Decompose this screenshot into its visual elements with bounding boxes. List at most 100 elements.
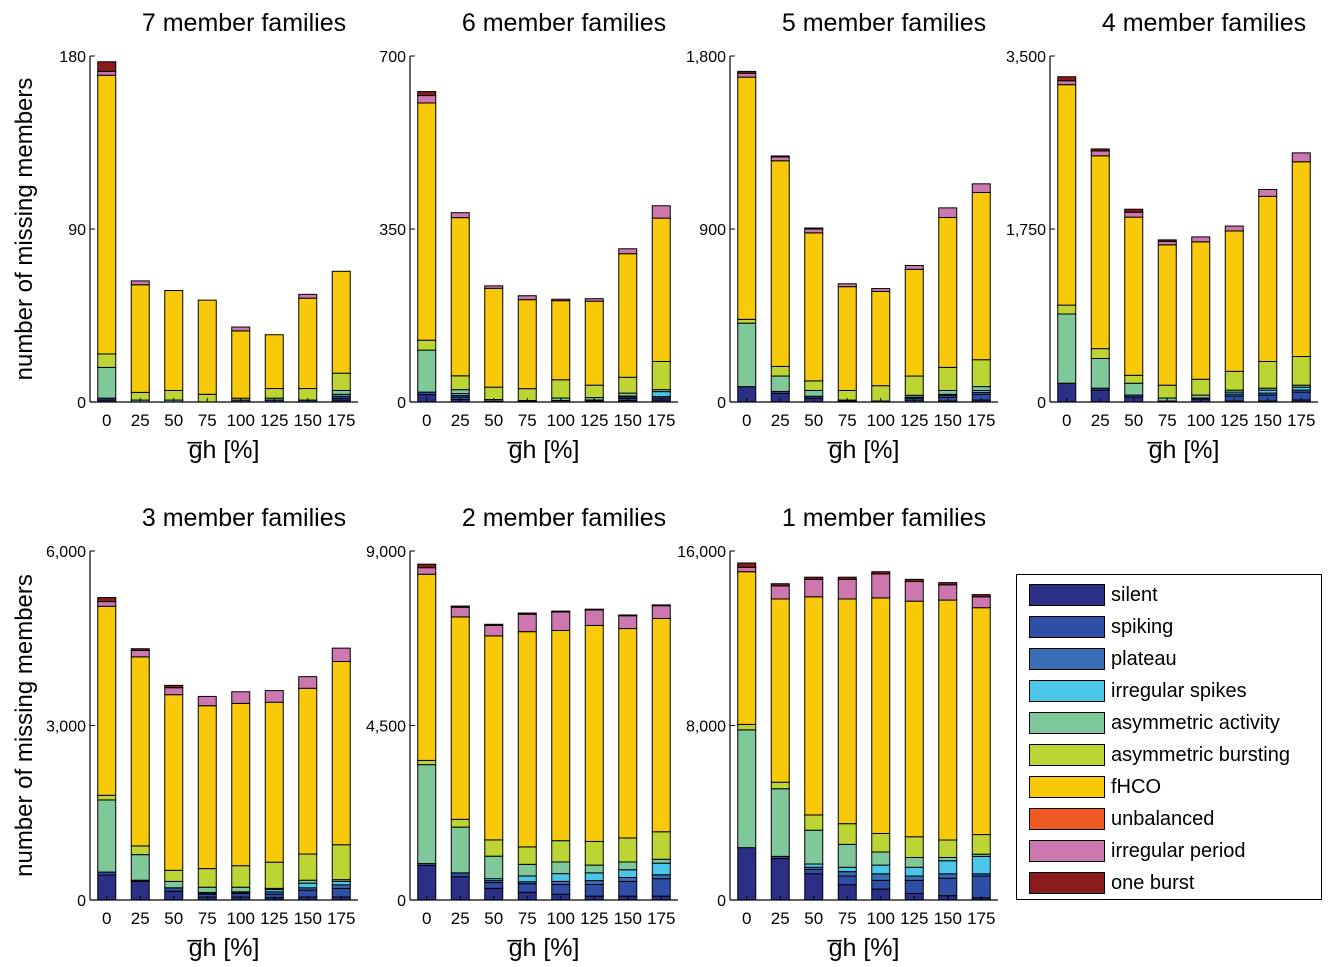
bar-segment bbox=[450, 212, 470, 219]
bar-segment bbox=[938, 873, 958, 879]
x-tick-label: 75 bbox=[198, 411, 217, 430]
x-tick-label: 0 bbox=[422, 411, 431, 430]
bar-segment bbox=[804, 228, 824, 234]
x-tick-label: 0 bbox=[102, 411, 111, 430]
bar-segment bbox=[417, 349, 437, 393]
bar-segment bbox=[130, 648, 150, 651]
y-tick-label: 3,500 bbox=[1006, 49, 1046, 66]
bar-segment bbox=[618, 837, 638, 863]
bar-segment bbox=[97, 597, 117, 603]
legend-swatch bbox=[1029, 616, 1105, 638]
bar-segment bbox=[417, 759, 437, 766]
bar-segment bbox=[837, 576, 857, 580]
x-axis-label: g̅h [%] bbox=[827, 436, 900, 464]
bar-segment bbox=[1090, 148, 1110, 152]
x-tick-label: 25 bbox=[451, 411, 470, 430]
bar-segment bbox=[1090, 150, 1110, 157]
x-axis-label: g̅h [%] bbox=[507, 436, 580, 464]
bar-segment bbox=[264, 388, 284, 399]
bar-segment bbox=[737, 723, 757, 731]
bar-segment bbox=[517, 299, 537, 390]
x-tick-label: 75 bbox=[838, 411, 857, 430]
bar-segment bbox=[1224, 370, 1244, 391]
bar-segment bbox=[737, 70, 757, 74]
bar-segment bbox=[1057, 313, 1077, 384]
bar-segment bbox=[450, 606, 470, 618]
bar-segment bbox=[1124, 216, 1144, 376]
bar-segment bbox=[164, 887, 184, 892]
bar-segment bbox=[904, 375, 924, 396]
bar-segment bbox=[618, 376, 638, 394]
x-tick-label: 50 bbox=[804, 909, 823, 928]
bar-segment bbox=[97, 61, 117, 72]
bar-segment bbox=[651, 858, 671, 864]
bar-segment bbox=[938, 599, 958, 841]
bar-segment bbox=[938, 584, 958, 601]
y-tick-label: 1,800 bbox=[686, 49, 726, 66]
bar-segment bbox=[971, 596, 991, 609]
bar-segment bbox=[97, 799, 117, 873]
bar-segment bbox=[1191, 236, 1211, 243]
x-tick-label: 25 bbox=[451, 909, 470, 928]
bar-segment bbox=[164, 869, 184, 882]
x-tick-label: 125 bbox=[260, 411, 288, 430]
bar-segment bbox=[97, 366, 117, 399]
x-tick-label: 100 bbox=[547, 909, 575, 928]
x-tick-label: 50 bbox=[164, 411, 183, 430]
bar-segment bbox=[97, 74, 117, 355]
legend-swatch bbox=[1029, 712, 1105, 734]
y-axis-label: number of missing members bbox=[11, 574, 38, 877]
legend-item-unbalanced: unbalanced bbox=[1029, 803, 1214, 835]
bar-segment bbox=[737, 322, 757, 388]
bar-segment bbox=[264, 690, 284, 703]
bar-segment bbox=[264, 334, 284, 390]
bar-segment bbox=[1157, 384, 1177, 399]
bar-segment bbox=[331, 880, 351, 886]
bar-segment bbox=[130, 854, 150, 881]
bar-segment bbox=[331, 389, 351, 395]
bar-segment bbox=[517, 863, 537, 877]
bar-segment bbox=[904, 578, 924, 583]
x-tick-label: 175 bbox=[327, 909, 355, 928]
y-tick-label: 0 bbox=[397, 893, 406, 910]
bar-segment bbox=[938, 389, 958, 395]
bar-segment bbox=[1157, 240, 1177, 246]
bar-segment bbox=[618, 615, 638, 630]
x-tick-label: 75 bbox=[1158, 411, 1177, 430]
bar-segment bbox=[164, 694, 184, 871]
bar-segment bbox=[804, 578, 824, 598]
bar-segment bbox=[551, 861, 571, 875]
bar-segment bbox=[450, 389, 470, 395]
bar-segment bbox=[651, 617, 671, 833]
bar-segment bbox=[651, 831, 671, 860]
bar-segment bbox=[197, 695, 217, 707]
bar-segment bbox=[450, 217, 470, 377]
y-tick-label: 700 bbox=[379, 49, 406, 66]
legend-swatch bbox=[1029, 840, 1105, 862]
bar-segment bbox=[450, 872, 470, 878]
bar-segment bbox=[450, 605, 470, 608]
legend-item-silent: silent bbox=[1029, 579, 1158, 611]
y-tick-label: 0 bbox=[717, 893, 726, 910]
x-tick-label: 25 bbox=[1091, 411, 1110, 430]
y-tick-label: 16,000 bbox=[677, 544, 726, 561]
legend-label: plateau bbox=[1111, 647, 1177, 670]
bar-segment bbox=[938, 877, 958, 897]
x-tick-label: 100 bbox=[227, 909, 255, 928]
bar-segment bbox=[231, 326, 251, 332]
bar-segment bbox=[904, 600, 924, 838]
bar-segment bbox=[584, 883, 604, 897]
bar-segment bbox=[97, 794, 117, 801]
bar-segment bbox=[331, 647, 351, 663]
bar-segment bbox=[871, 832, 891, 853]
bar-segment bbox=[871, 288, 891, 292]
bar-segment bbox=[770, 583, 790, 587]
bar-segment bbox=[484, 855, 504, 880]
bar-segment bbox=[298, 293, 318, 299]
x-tick-label: 25 bbox=[131, 411, 150, 430]
bar-segment bbox=[1291, 161, 1311, 358]
chart-1: 7 member families 0 25 50 75 100 125 150 175 0 90 1… bbox=[11, 9, 358, 464]
bar-segment bbox=[264, 701, 284, 863]
legend-swatch bbox=[1029, 808, 1105, 830]
